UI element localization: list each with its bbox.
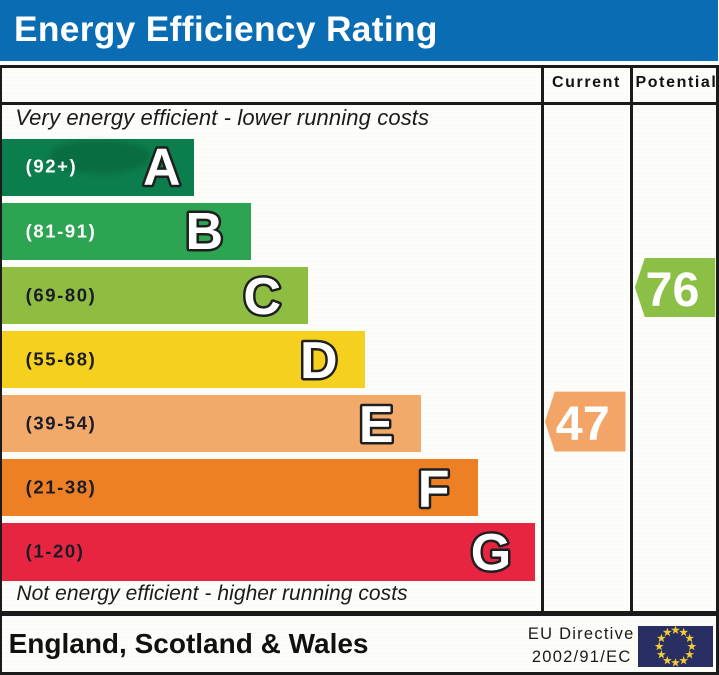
svg-text:G: G — [471, 524, 511, 582]
svg-text:47: 47 — [556, 397, 610, 451]
svg-text:76: 76 — [646, 263, 700, 317]
svg-text:E: E — [359, 396, 394, 454]
svg-text:F: F — [418, 460, 450, 518]
svg-text:A: A — [143, 139, 181, 197]
svg-text:C: C — [243, 268, 281, 326]
svg-text:B: B — [186, 203, 224, 261]
svg-text:D: D — [300, 332, 338, 390]
